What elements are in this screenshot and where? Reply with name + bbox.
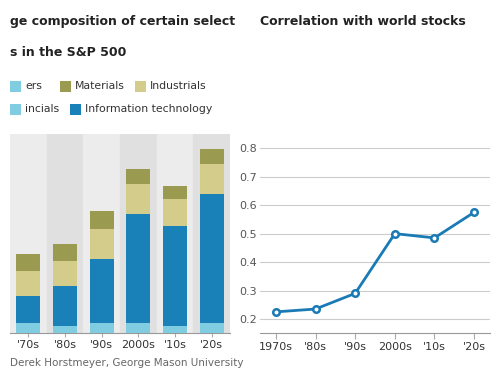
Bar bbox=[200, 194, 224, 323]
Point bbox=[351, 290, 359, 296]
Bar bbox=[126, 323, 150, 333]
Bar bbox=[120, 134, 156, 333]
Text: ge composition of certain select: ge composition of certain select bbox=[10, 15, 235, 28]
Bar bbox=[200, 149, 224, 164]
Bar bbox=[90, 259, 114, 323]
Bar bbox=[163, 326, 187, 333]
Bar bbox=[90, 229, 114, 259]
Bar bbox=[163, 226, 187, 326]
Bar bbox=[53, 286, 77, 326]
Bar bbox=[163, 186, 187, 199]
Bar bbox=[126, 214, 150, 323]
Text: Correlation with world stocks: Correlation with world stocks bbox=[260, 15, 466, 28]
Bar bbox=[53, 326, 77, 333]
Bar bbox=[53, 244, 77, 261]
Bar bbox=[90, 323, 114, 333]
Point bbox=[272, 309, 280, 315]
Bar bbox=[84, 134, 120, 333]
Text: Information technology: Information technology bbox=[85, 104, 212, 114]
Bar bbox=[16, 254, 40, 271]
Bar bbox=[16, 271, 40, 296]
Text: Derek Horstmeyer, George Mason University: Derek Horstmeyer, George Mason Universit… bbox=[10, 358, 243, 368]
Point bbox=[391, 231, 399, 237]
Bar bbox=[126, 169, 150, 184]
Point bbox=[312, 306, 320, 312]
Text: s in the S&P 500: s in the S&P 500 bbox=[10, 46, 126, 59]
Bar bbox=[126, 184, 150, 214]
Bar bbox=[46, 134, 84, 333]
Bar bbox=[10, 134, 46, 333]
Bar bbox=[200, 323, 224, 333]
Bar bbox=[16, 296, 40, 323]
Bar bbox=[200, 164, 224, 194]
Text: Materials: Materials bbox=[75, 81, 125, 91]
Bar bbox=[90, 211, 114, 229]
Text: incials: incials bbox=[25, 104, 59, 114]
Bar bbox=[53, 261, 77, 286]
Point bbox=[470, 209, 478, 215]
Bar bbox=[194, 134, 230, 333]
Point bbox=[430, 235, 438, 241]
Bar bbox=[16, 323, 40, 333]
Text: Industrials: Industrials bbox=[150, 81, 206, 91]
Bar bbox=[163, 199, 187, 226]
Text: ers: ers bbox=[25, 81, 42, 91]
Bar bbox=[156, 134, 194, 333]
